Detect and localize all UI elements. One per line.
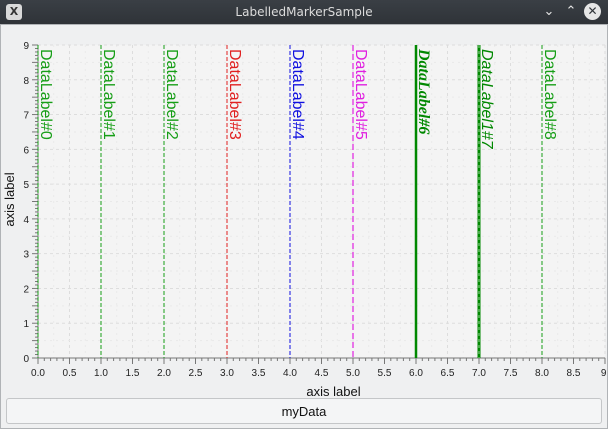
x-tick-label: 1.0 xyxy=(94,368,108,379)
marker-label: DataLabel#1 xyxy=(100,49,117,140)
marker-label: DataLabel#6 xyxy=(415,48,432,134)
y-tick-label: 2 xyxy=(23,284,29,295)
y-tick-label: 6 xyxy=(23,145,29,156)
marker-label: DataLabel#4 xyxy=(289,49,306,140)
x-tick-label: 5.0 xyxy=(346,368,360,379)
chart[interactable]: 0.0 0.5 1.0 1.5 2.0 2.5 3.0 3.5 4.0 4.5 5.0 5.5 6.0 6… xyxy=(0,24,608,396)
marker-label: DataLabel#5 xyxy=(352,49,369,140)
x-tick-label: 6.5 xyxy=(441,368,455,379)
x-tick-label: 7.5 xyxy=(504,368,518,379)
marker-label: DataLabel#2 xyxy=(163,49,180,140)
close-icon[interactable]: ✕ xyxy=(584,3,601,20)
x-tick-label: 6.0 xyxy=(409,368,423,379)
x-tick-label: 2.0 xyxy=(157,368,171,379)
x-tick-label: 8.0 xyxy=(535,368,549,379)
window-title: LabelledMarkerSample xyxy=(235,5,373,19)
x-tick-label: 4.5 xyxy=(315,368,329,379)
legend-bar[interactable]: myData xyxy=(6,398,602,424)
marker-label: DataLabel#3 xyxy=(226,49,243,140)
x-tick-label: 0.0 xyxy=(31,368,45,379)
x-tick-label: 5.5 xyxy=(378,368,392,379)
y-tick-label: 8 xyxy=(23,76,29,87)
marker-label: DataLabel#8 xyxy=(541,49,558,140)
x-tick-label: 3.5 xyxy=(252,368,266,379)
marker-label: DataLabel1#7 xyxy=(478,49,495,150)
y-tick-label: 4 xyxy=(23,215,29,226)
legend-label: myData xyxy=(281,404,327,419)
x-tick-label: 3.0 xyxy=(220,368,234,379)
maximize-icon[interactable]: ⌃ xyxy=(565,4,577,19)
y-tick-label: 7 xyxy=(23,111,29,122)
y-tick-label: 1 xyxy=(23,319,29,330)
y-tick-label: 9 xyxy=(23,41,29,52)
title-bar: X LabelledMarkerSample ⌄ ⌃ ✕ xyxy=(0,0,608,24)
minimize-icon[interactable]: ⌄ xyxy=(543,4,555,19)
x-tick-label: 9. xyxy=(601,368,608,379)
x-tick-label: 8.5 xyxy=(567,368,581,379)
x-tick-label: 2.5 xyxy=(189,368,203,379)
y-tick-label: 3 xyxy=(23,250,29,261)
x-axis-title: axis label xyxy=(306,384,360,396)
y-tick-label: 0 xyxy=(23,354,29,365)
y-tick-label: 5 xyxy=(23,180,29,191)
app-icon: X xyxy=(6,4,22,20)
x-tick-label: 1.5 xyxy=(126,368,140,379)
y-axis-title: axis label xyxy=(2,172,17,226)
x-tick-label: 4.0 xyxy=(283,368,297,379)
marker-label: DataLabel#0 xyxy=(37,49,54,140)
x-tick-label: 7.0 xyxy=(472,368,486,379)
x-tick-label: 0.5 xyxy=(63,368,77,379)
